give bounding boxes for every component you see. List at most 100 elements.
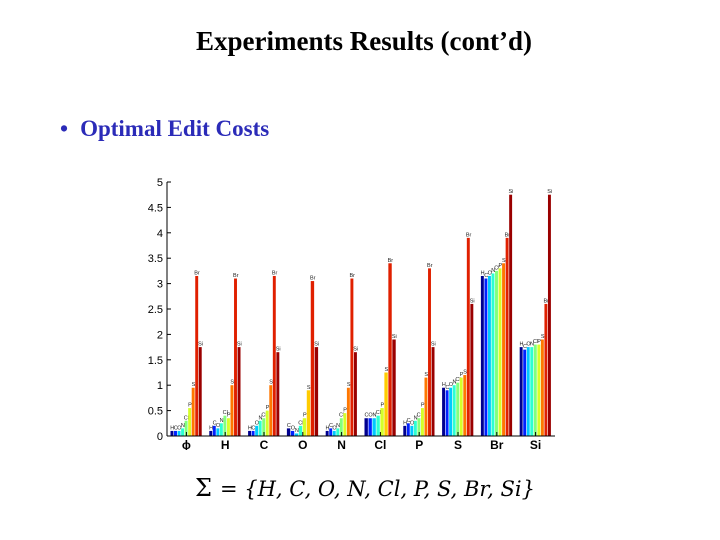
bar-data-label: Si bbox=[314, 342, 319, 348]
bar bbox=[452, 385, 456, 436]
bar-data-label: Si bbox=[276, 347, 281, 353]
bar-data-label: Si bbox=[237, 342, 242, 348]
bar bbox=[294, 433, 299, 436]
bar-data-label: H bbox=[403, 420, 407, 426]
bar-data-label: H bbox=[248, 425, 252, 431]
x-tick-label: Br bbox=[490, 438, 504, 450]
bar bbox=[380, 408, 384, 436]
bar bbox=[376, 415, 380, 436]
x-tick-label: ϕ bbox=[182, 438, 191, 450]
bar bbox=[195, 275, 199, 436]
bar bbox=[406, 423, 410, 436]
bar bbox=[350, 278, 354, 436]
bar bbox=[410, 425, 414, 436]
bar bbox=[251, 430, 255, 436]
bar bbox=[523, 349, 527, 436]
bar-data-label: Br bbox=[310, 276, 316, 282]
bar-data-label: S bbox=[192, 382, 196, 388]
x-tick-label: Si bbox=[530, 438, 541, 450]
bar bbox=[265, 410, 269, 436]
bar-data-label: H bbox=[519, 342, 523, 348]
bar bbox=[480, 275, 484, 436]
bar-data-label: O bbox=[449, 382, 454, 388]
bar bbox=[509, 194, 513, 436]
bar bbox=[368, 418, 372, 436]
bar bbox=[530, 347, 534, 436]
bar-data-label: Si bbox=[470, 298, 475, 304]
bar-data-label: P bbox=[498, 263, 502, 269]
bar-data-label: Br bbox=[349, 273, 355, 279]
bar-data-label: Br bbox=[543, 298, 549, 304]
bar bbox=[198, 347, 202, 436]
bar-data-label: P bbox=[381, 403, 385, 409]
bar-data-label: N bbox=[452, 380, 456, 386]
bar-data-label: Cl bbox=[494, 265, 499, 271]
bar-data-label: Cl bbox=[184, 415, 189, 421]
bar bbox=[255, 425, 259, 436]
bar-data-label: H bbox=[442, 382, 446, 388]
bar bbox=[456, 382, 460, 436]
bar bbox=[537, 344, 541, 436]
bar bbox=[226, 418, 230, 436]
bar-data-label: P bbox=[188, 403, 192, 409]
bar-data-label: O bbox=[526, 342, 531, 348]
bar bbox=[463, 375, 467, 436]
bar bbox=[177, 430, 181, 436]
bar-data-label: O bbox=[177, 425, 182, 431]
bar bbox=[272, 275, 276, 436]
bar bbox=[329, 428, 333, 436]
y-tick-label: 2.5 bbox=[148, 304, 163, 316]
y-tick-label: 5 bbox=[157, 177, 163, 189]
bar bbox=[428, 268, 431, 436]
bar bbox=[502, 263, 506, 436]
bar bbox=[325, 430, 329, 436]
y-tick-label: 0.5 bbox=[148, 406, 163, 418]
bar bbox=[442, 387, 446, 436]
bar-data-label: Cl bbox=[261, 413, 266, 419]
bar bbox=[269, 385, 273, 436]
bar bbox=[262, 418, 266, 436]
y-tick-label: 4.5 bbox=[148, 202, 163, 214]
bar bbox=[470, 303, 474, 436]
bar-data-label: Si bbox=[431, 342, 436, 348]
bar-data-label: Br bbox=[233, 273, 239, 279]
bar-data-label: Cl bbox=[417, 413, 422, 419]
bar bbox=[364, 418, 368, 436]
bar-data-label: N bbox=[181, 423, 185, 429]
bar bbox=[336, 428, 340, 436]
bar bbox=[424, 377, 428, 436]
bar-data-label: Br bbox=[466, 232, 472, 238]
bar-data-label: O bbox=[291, 425, 296, 431]
bar-data-label: N bbox=[258, 415, 262, 421]
bar-data-label: Br bbox=[388, 258, 394, 264]
bar-data-label: C bbox=[329, 423, 333, 429]
formula-body: = {H, C, O, N, Cl, P, S, Br, Si} bbox=[219, 477, 535, 501]
bar bbox=[533, 344, 537, 436]
bar bbox=[302, 418, 307, 436]
bar bbox=[466, 237, 470, 436]
bar-data-label: C bbox=[523, 344, 527, 350]
bar-data-label: Cl bbox=[455, 377, 460, 383]
bar-data-label: Cl bbox=[223, 410, 228, 416]
bar-data-label: O bbox=[368, 413, 373, 419]
bar-data-label: S bbox=[230, 380, 234, 386]
slide-title: Experiments Results (cont’d) bbox=[196, 26, 532, 56]
bar-data-label: H bbox=[481, 270, 485, 276]
bar bbox=[216, 428, 220, 436]
formula-symbol: Σ bbox=[195, 474, 212, 502]
bar-data-label: S bbox=[502, 258, 506, 264]
bar-data-label: S bbox=[307, 385, 311, 391]
bar-data-label: Br bbox=[505, 232, 511, 238]
bar-data-label: S bbox=[347, 382, 351, 388]
bar-data-label: S bbox=[541, 334, 545, 340]
bar-data-label: C bbox=[364, 413, 368, 419]
bar-data-label: N bbox=[491, 268, 495, 274]
alphabet-formula: Σ = {H, C, O, N, Cl, P, S, Br, Si} bbox=[195, 474, 535, 502]
x-tick-label: P bbox=[415, 438, 423, 450]
bar-data-label: Br bbox=[194, 270, 200, 276]
bar-data-label: H bbox=[170, 425, 174, 431]
